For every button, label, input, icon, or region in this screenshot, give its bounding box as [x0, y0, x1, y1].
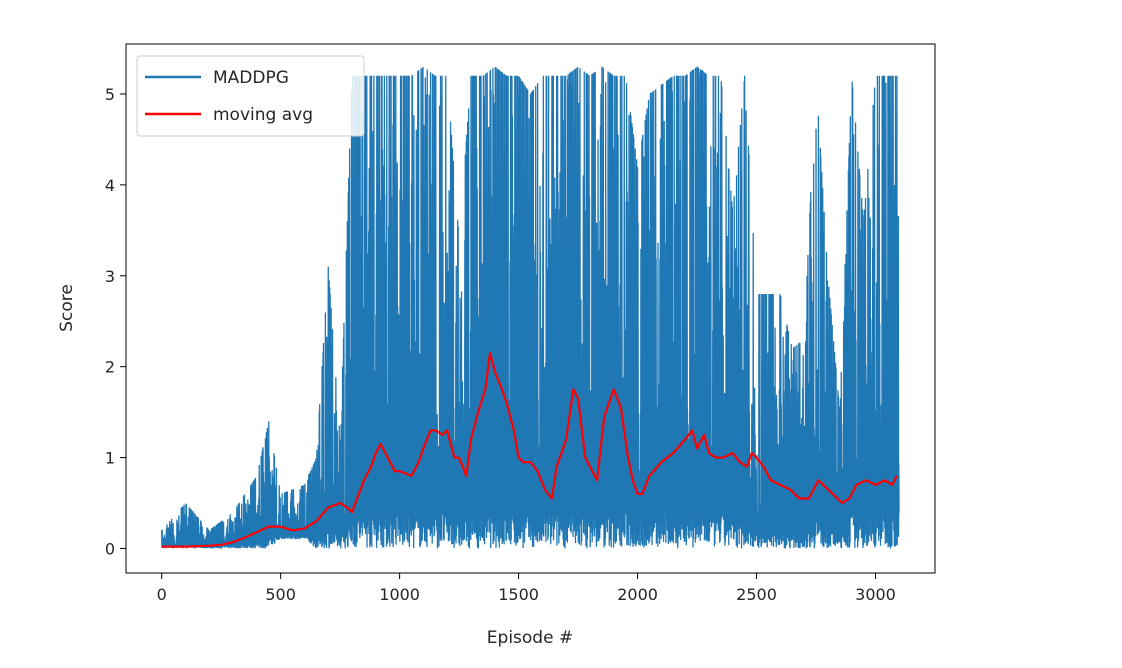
- y-tick-label: 2: [105, 358, 115, 377]
- y-tick-label: 5: [105, 85, 115, 104]
- x-tick-label: 1000: [379, 585, 420, 604]
- x-tick-label: 1500: [498, 585, 539, 604]
- series-maddpg-line: [161, 66, 900, 549]
- legend: MADDPG moving avg: [136, 55, 365, 137]
- x-tick-label: 3000: [855, 585, 896, 604]
- legend-label-maddpg: MADDPG: [213, 68, 289, 88]
- axes-frame: [125, 43, 936, 574]
- y-tick-label: 0: [105, 539, 115, 558]
- y-tick-label: 4: [105, 176, 115, 195]
- series-moving-avg-line: [161, 351, 898, 548]
- x-axis-ticks: 0 500 1000 1500 2000 2500 3000: [157, 573, 896, 604]
- x-axis-label: Episode #: [487, 628, 573, 648]
- y-tick-label: 1: [105, 449, 115, 468]
- y-tick-label: 3: [105, 267, 115, 286]
- x-tick-label: 500: [265, 585, 296, 604]
- legend-label-moving-avg: moving avg: [213, 105, 313, 125]
- plot-series: [161, 66, 900, 549]
- x-tick-label: 2500: [736, 585, 777, 604]
- x-tick-label: 2000: [617, 585, 658, 604]
- y-axis-label: Score: [57, 284, 77, 332]
- x-tick-label: 0: [157, 585, 167, 604]
- y-axis-ticks: 0 1 2 3 4 5: [105, 85, 126, 558]
